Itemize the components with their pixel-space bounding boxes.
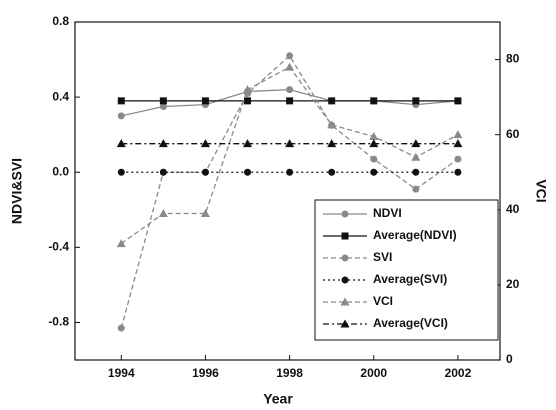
data-point	[117, 112, 125, 120]
legend-marker	[340, 297, 350, 306]
data-point	[369, 139, 379, 148]
data-point	[117, 168, 125, 176]
legend-marker	[340, 319, 350, 328]
y-tick-label: 0.8	[52, 14, 69, 28]
data-point	[159, 97, 167, 105]
data-point	[244, 97, 252, 105]
legend-label: Average(SVI)	[373, 272, 447, 286]
x-tick-label: 2002	[445, 366, 472, 380]
data-point	[243, 85, 253, 94]
legend-marker	[341, 276, 349, 284]
x-axis-label: Year	[263, 391, 293, 407]
plot-frame	[74, 21, 501, 361]
data-point	[454, 155, 462, 163]
data-point	[116, 139, 126, 148]
data-point	[412, 168, 420, 176]
data-point	[117, 324, 125, 332]
legend-marker	[341, 232, 349, 240]
legend-box	[314, 199, 499, 341]
data-point	[286, 52, 294, 60]
legend-label: SVI	[373, 250, 392, 264]
data-point	[327, 120, 337, 129]
x-tick-label: 1998	[276, 366, 303, 380]
data-point	[328, 97, 336, 105]
data-point	[286, 86, 294, 94]
data-point	[200, 139, 210, 148]
legend-label: VCI	[373, 294, 393, 308]
data-point	[159, 168, 167, 176]
data-point	[412, 97, 420, 105]
y2-tick-label: 20	[506, 277, 520, 291]
data-point	[244, 168, 252, 176]
legend-label: Average(NDVI)	[373, 228, 457, 242]
y-tick-label: 0.0	[52, 164, 69, 178]
data-point	[286, 97, 294, 105]
data-point	[158, 209, 168, 218]
data-point	[453, 130, 463, 139]
data-point	[159, 103, 167, 110]
y2-tick-label: 40	[506, 202, 520, 216]
data-point	[285, 139, 295, 148]
y2-tick-label: 0	[506, 352, 513, 366]
data-point	[285, 62, 295, 71]
data-point	[117, 97, 125, 105]
legend-label: Average(VCI)	[373, 316, 448, 330]
data-point	[328, 168, 336, 176]
data-point	[201, 97, 209, 105]
y-tick-label: -0.8	[48, 315, 69, 329]
x-tick-label: 2000	[360, 366, 387, 380]
data-point	[454, 97, 462, 105]
data-point	[243, 139, 253, 148]
data-point	[327, 139, 337, 148]
y2-tick-label: 80	[506, 52, 520, 66]
y-tick-label: 0.4	[52, 89, 69, 103]
data-point	[453, 139, 463, 148]
y2-tick-label: 60	[506, 127, 520, 141]
data-point	[200, 209, 210, 218]
data-point	[158, 139, 168, 148]
data-point	[411, 152, 421, 161]
data-point	[201, 168, 209, 176]
y-tick-label: -0.4	[48, 240, 69, 254]
legend-marker	[341, 254, 349, 262]
data-point	[454, 168, 462, 176]
x-tick-label: 1996	[192, 366, 219, 380]
data-point	[116, 239, 126, 248]
data-point	[411, 139, 421, 148]
data-point	[369, 132, 379, 141]
y-axis-label: NDVI&SVI	[9, 158, 25, 224]
data-point	[286, 168, 294, 176]
y2-axis-label: VCI	[533, 179, 549, 202]
legend-label: NDVI	[373, 206, 402, 220]
data-point	[370, 168, 378, 176]
x-tick-label: 1994	[108, 366, 135, 380]
legend-marker	[341, 210, 349, 218]
data-point	[370, 155, 378, 163]
data-point	[412, 185, 420, 193]
data-point	[370, 97, 378, 105]
